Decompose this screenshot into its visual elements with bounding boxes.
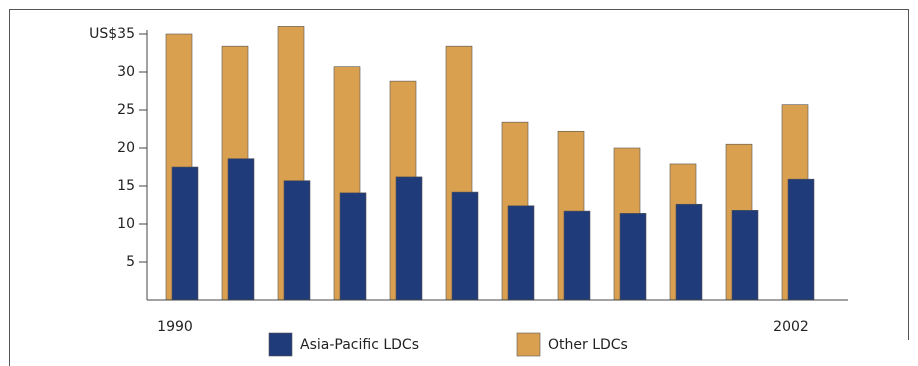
y-tick-label: 5 [126,254,135,270]
y-tick-label: 20 [117,140,135,156]
bar [451,191,479,301]
bar [675,203,703,301]
y-tick-label: 25 [117,102,135,118]
bar [339,192,367,301]
frame [9,9,909,366]
bar [395,176,423,301]
y-tick-label: 10 [117,216,135,232]
bar [619,213,647,301]
bar [507,205,535,301]
legend-label: Other LDCs [548,337,628,353]
y-tick-label: 30 [117,64,135,80]
bar [563,210,591,301]
x-tick-label: 1990 [157,319,193,335]
bar [283,180,311,301]
legend-swatch [516,332,541,357]
y-tick-label: 15 [117,178,135,194]
legend-label: Asia-Pacific LDCs [300,337,419,353]
y-tick-label: US$35 [89,26,135,42]
bar [731,210,759,301]
bar [171,166,199,301]
legend-swatch [268,332,293,357]
bar [787,178,815,301]
bar [227,158,255,301]
x-tick-label: 2002 [773,319,809,335]
